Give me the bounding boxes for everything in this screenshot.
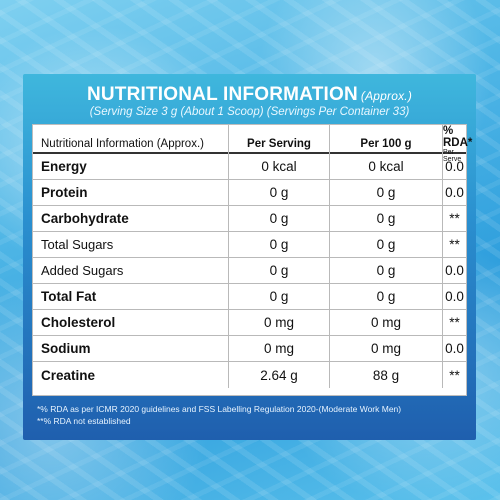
per-serving-value: 0 g — [229, 180, 330, 205]
table-row: Carbohydrate 0 g 0 g ** — [33, 206, 466, 232]
per-serving-value: 0 mg — [229, 310, 330, 335]
rda-value: 0.0 — [445, 263, 464, 278]
table-row: Protein 0 g 0 g 0.0 — [33, 180, 466, 206]
panel-title: NUTRITIONAL INFORMATION (Approx.) — [23, 84, 476, 106]
per-100g-value: 0 mg — [330, 336, 443, 361]
per-100g-value: 0 g — [330, 180, 443, 205]
header-per-serving: Per Serving — [229, 125, 330, 164]
rda-value: 0.0 — [445, 289, 464, 304]
per-serving-value: 0 kcal — [229, 154, 330, 179]
header-rda-label: % RDA* — [443, 125, 473, 150]
rda-value: ** — [449, 367, 460, 383]
nutrient-name: Sodium — [33, 336, 229, 361]
per-100g-value: 0 g — [330, 258, 443, 283]
rda-value: 0.0 — [445, 341, 464, 356]
per-100g-value: 0 g — [330, 206, 443, 231]
per-100g-value: 0 mg — [330, 310, 443, 335]
per-serving-value: 2.64 g — [229, 362, 330, 388]
per-serving-value: 0 g — [229, 206, 330, 231]
rda-value: ** — [449, 237, 460, 252]
per-100g-value: 0 g — [330, 232, 443, 257]
table-header-row: Nutritional Information (Approx.) Per Se… — [33, 125, 472, 164]
rda-value: ** — [449, 211, 460, 226]
per-serving-value: 0 g — [229, 232, 330, 257]
rda-value: ** — [449, 315, 460, 330]
table-row: Total Fat 0 g 0 g 0.0 — [33, 284, 466, 310]
nutrient-name: Total Sugars — [33, 232, 229, 257]
nutrient-name: Total Fat — [33, 284, 229, 309]
footnote-rda-source: *% RDA as per ICMR 2020 guidelines and F… — [37, 404, 402, 414]
table-row: Added Sugars 0 g 0 g 0.0 — [33, 258, 466, 284]
nutrient-name: Cholesterol — [33, 310, 229, 335]
per-serving-value: 0 g — [229, 284, 330, 309]
nutrition-table: Nutritional Information (Approx.) Per Se… — [32, 124, 472, 396]
header-rda-sub: Per Serve — [443, 149, 462, 164]
per-serving-value: 0 mg — [229, 336, 330, 361]
nutrient-name: Protein — [33, 180, 229, 205]
table-row: Energy 0 kcal 0 kcal 0.0 — [33, 154, 466, 180]
per-serving-value: 0 g — [229, 258, 330, 283]
nutrient-name: Added Sugars — [33, 258, 229, 283]
per-100g-value: 0 kcal — [330, 154, 443, 179]
nutrition-panel: NUTRITIONAL INFORMATION (Approx.) (Servin… — [23, 74, 476, 440]
table-row: Total Sugars 0 g 0 g ** — [33, 232, 466, 258]
header-per-100g: Per 100 g — [330, 125, 443, 164]
table-row: Cholesterol 0 mg 0 mg ** — [33, 310, 466, 336]
rda-value: 0.0 — [445, 185, 464, 200]
table-row: Sodium 0 mg 0 mg 0.0 — [33, 336, 466, 362]
panel-title-approx: (Approx.) — [360, 89, 413, 103]
nutrient-name: Creatine — [33, 362, 229, 388]
header-rda: % RDA* Per Serve — [443, 125, 472, 164]
rda-value: 0.0 — [445, 159, 464, 174]
footnote-rda-not-established: **% RDA not established — [37, 416, 131, 426]
panel-title-text: NUTRITIONAL INFORMATION — [86, 84, 358, 105]
table-row: Creatine 2.64 g 88 g ** — [33, 362, 466, 388]
header-nutrient: Nutritional Information (Approx.) — [33, 125, 229, 164]
panel-subtitle: (Serving Size 3 g (About 1 Scoop) (Servi… — [89, 106, 410, 118]
per-100g-value: 0 g — [330, 284, 443, 309]
nutrient-name: Energy — [33, 154, 229, 179]
per-100g-value: 88 g — [330, 362, 443, 388]
nutrient-name: Carbohydrate — [33, 206, 229, 231]
